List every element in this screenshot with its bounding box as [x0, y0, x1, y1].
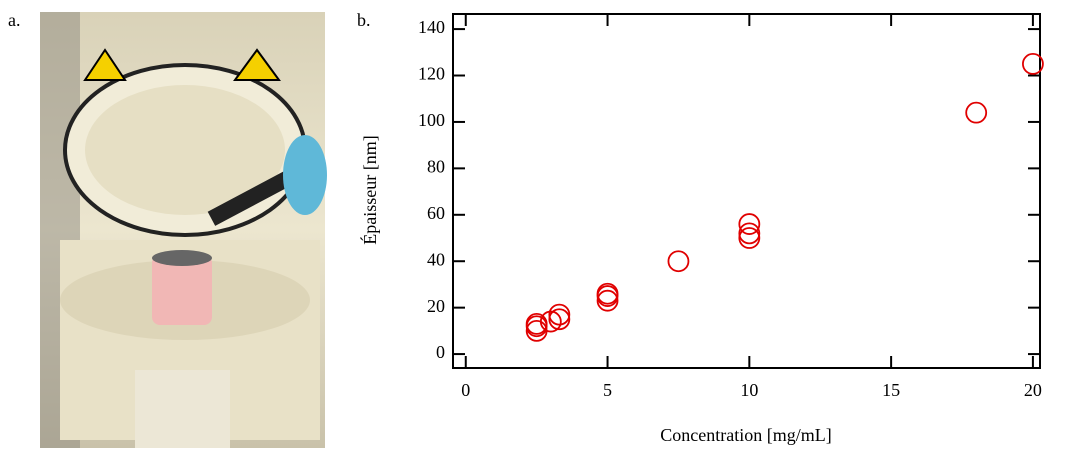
x-tick-label: 15 [882, 380, 900, 400]
point [596, 289, 619, 312]
y-tick-label: 100 [418, 110, 445, 130]
plot-frame [452, 13, 1041, 369]
panel-label: b. [357, 10, 371, 30]
x-tick-label: 5 [603, 380, 612, 400]
y-tick-label: 20 [427, 296, 445, 316]
y-tick-label: 120 [418, 64, 445, 84]
point [738, 227, 761, 249]
photo [40, 12, 327, 448]
y-tick-label: 60 [427, 203, 445, 223]
point [548, 303, 571, 326]
point [548, 308, 571, 331]
point [738, 213, 761, 235]
y-tick-label: 40 [427, 249, 445, 269]
point [525, 312, 548, 335]
x-tick-label: 10 [740, 380, 758, 400]
point [667, 250, 690, 273]
point [539, 310, 562, 333]
y-tick-label: 80 [427, 156, 445, 176]
point [738, 222, 761, 245]
y-axis-label: Épaisseur [nm] [359, 135, 380, 244]
y-tick-label: 0 [436, 342, 445, 362]
point [965, 101, 988, 124]
x-tick-label: 0 [461, 380, 470, 400]
y-tick-label: 140 [418, 17, 445, 37]
panel-label: a. [8, 10, 21, 30]
point [1022, 53, 1044, 75]
point [596, 282, 619, 305]
x-axis-label: Concentration [mg/mL] [660, 425, 831, 445]
x-tick-label: 20 [1024, 380, 1042, 400]
